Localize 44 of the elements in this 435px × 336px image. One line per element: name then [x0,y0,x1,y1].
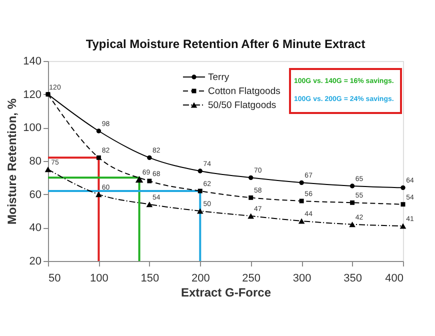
y-tick-label: 60 [29,188,42,201]
point [96,128,102,134]
point [248,195,254,200]
y-tick-label: 140 [23,56,42,68]
point [400,185,406,190]
point [400,202,406,207]
legend-label: 50/50 Flatgoods [208,100,276,111]
x-tick-label: 50 [48,272,61,284]
y-tick-label: 100 [23,122,42,134]
chart-title: Typical Moisture Retention After 6 Minute Extract [86,37,366,51]
legend-label: Cotton Flatgoods [208,86,281,97]
point [198,168,202,174]
y-tick-label: 40 [29,222,42,234]
x-tick-label: 400 [385,272,404,284]
point [135,176,144,183]
x-tick-label: 250 [242,272,261,284]
y-axis-title: Moisture Retention, % [5,98,20,225]
point [298,218,305,224]
point [299,180,304,186]
point [350,200,355,205]
y-tick-label: 120 [23,88,42,101]
point [44,166,52,172]
y-tick-label: 20 [29,256,42,268]
y-tick-label: 80 [29,156,42,168]
point [349,222,356,228]
x-tick-label: 150 [140,272,160,284]
point [147,178,152,184]
point [248,175,254,180]
point [146,202,153,208]
x-axis-title: Extract G-Force [180,286,272,300]
point [350,184,355,188]
point [196,208,204,214]
point [96,155,101,160]
legend-label: Terry [208,72,230,83]
point [248,213,254,219]
x-tick-label: 200 [191,272,210,284]
x-tick-label: 300 [292,272,312,284]
x-tick-label: 100 [90,272,108,284]
x-tick-label: 350 [344,272,362,284]
point [96,192,102,198]
point [198,188,202,194]
point [147,155,152,160]
point [400,223,406,229]
point [299,198,304,204]
